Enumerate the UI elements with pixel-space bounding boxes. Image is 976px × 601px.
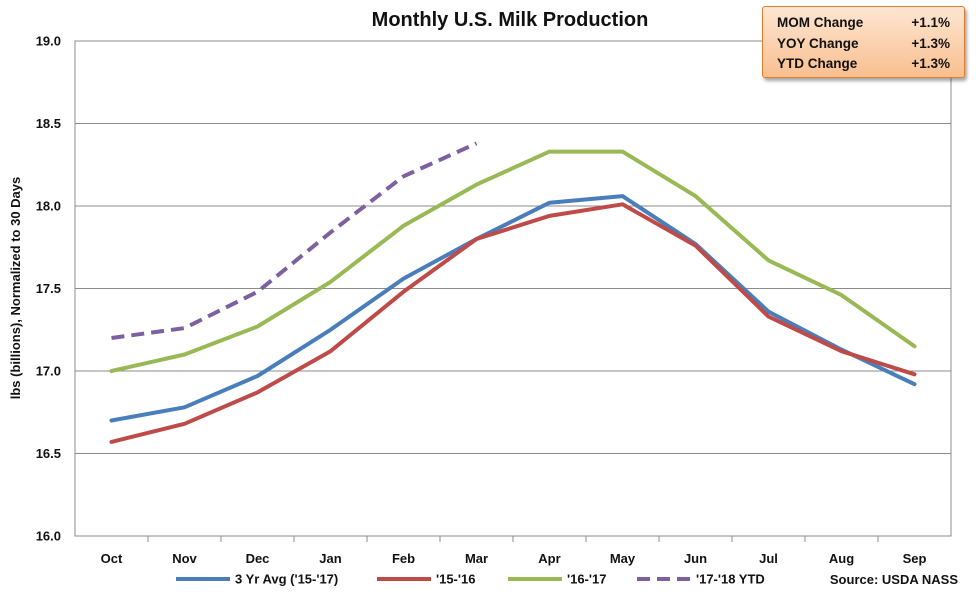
series-line-0 xyxy=(109,194,917,423)
stat-row: MOM Change +1.1% xyxy=(777,15,950,36)
x-tick-label: May xyxy=(610,551,636,566)
chart-title: Monthly U.S. Milk Production xyxy=(372,9,649,31)
x-tick-label: Oct xyxy=(101,551,123,566)
y-axis-label: lbs (billions), Normalized to 30 Days xyxy=(8,177,23,400)
change-stats-box: MOM Change +1.1% YOY Change +1.3% YTD Change… xyxy=(762,6,965,78)
series-line-1 xyxy=(109,202,917,444)
x-axis-ticks: Oct Nov Dec Jan Feb Mar Apr May Jun Jul Aug Sep xyxy=(101,536,927,566)
stat-value: +1.3% xyxy=(911,56,950,71)
y-tick-label: 18.5 xyxy=(36,116,61,131)
legend-label-0: 3 Yr Avg ('15-'17) xyxy=(235,572,338,587)
legend: 3 Yr Avg ('15-'17) '15-'16 '16-'17 '17-'18 … xyxy=(176,572,765,587)
legend-label-3: '17-'18 YTD xyxy=(696,572,765,587)
stat-label: MOM Change xyxy=(777,15,864,30)
y-tick-label: 17.5 xyxy=(36,281,61,296)
x-tick-label: Jun xyxy=(684,551,707,566)
x-tick-label: Feb xyxy=(392,551,415,566)
stat-row: YTD Change +1.3% xyxy=(777,56,950,77)
y-tick-label: 19.0 xyxy=(36,34,61,49)
y-tick-label: 17.0 xyxy=(36,364,61,379)
y-axis-ticks: 16.0 16.5 17.0 17.5 18.0 18.5 19.0 xyxy=(36,34,61,544)
legend-label-1: '15-'16 xyxy=(436,572,475,587)
y-tick-label: 18.0 xyxy=(36,199,61,214)
source-note: Source: USDA NASS xyxy=(830,572,958,587)
stat-value: +1.3% xyxy=(911,35,950,51)
x-tick-label: Nov xyxy=(172,551,197,566)
x-tick-label: Jan xyxy=(319,551,341,566)
legend-label-2: '16-'17 xyxy=(567,572,606,587)
x-tick-label: Mar xyxy=(465,551,488,566)
x-tick-label: Aug xyxy=(829,551,854,566)
stat-label: YTD Change xyxy=(777,56,858,71)
x-tick-label: Sep xyxy=(903,551,927,566)
x-tick-label: Dec xyxy=(246,551,270,566)
series-line-2 xyxy=(109,149,917,373)
series-line-3 xyxy=(111,141,478,340)
stat-label: YOY Change xyxy=(777,35,859,51)
y-tick-label: 16.0 xyxy=(36,529,61,544)
x-tick-label: Apr xyxy=(538,551,560,566)
stat-value: +1.1% xyxy=(911,15,950,30)
y-tick-label: 16.5 xyxy=(36,446,61,461)
x-tick-label: Jul xyxy=(759,551,778,566)
series-lines xyxy=(109,141,917,444)
stat-row: YOY Change +1.3% xyxy=(777,36,950,57)
gridlines xyxy=(75,40,951,537)
